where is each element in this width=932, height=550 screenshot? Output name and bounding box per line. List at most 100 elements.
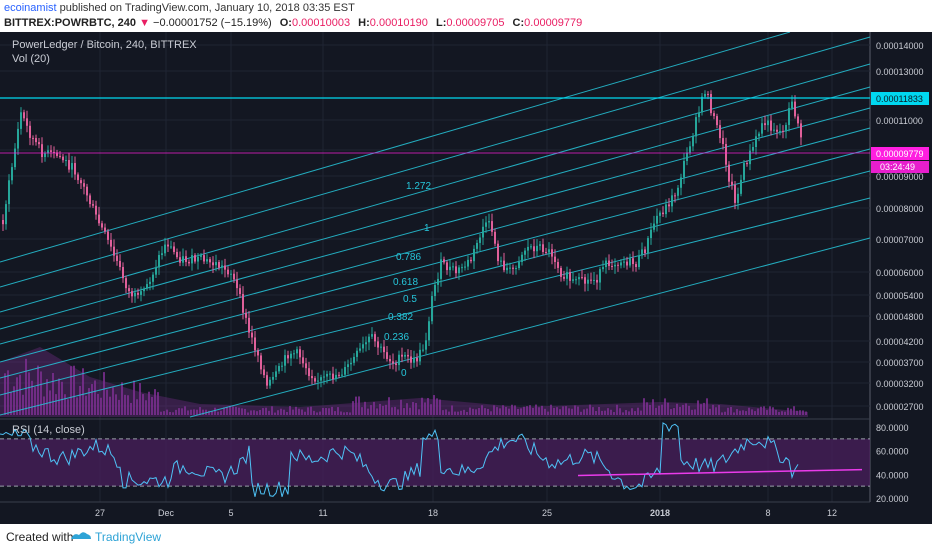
- candle-body: [536, 245, 538, 252]
- candle-body: [14, 148, 16, 168]
- price-axis-label: 0.00005400: [876, 291, 924, 301]
- volume-bar: [127, 395, 129, 415]
- volume-bar: [766, 410, 768, 415]
- candle-body: [41, 144, 43, 158]
- candle-body: [362, 344, 364, 349]
- candle-body: [38, 142, 40, 145]
- volume-bar: [667, 402, 669, 415]
- volume-bar: [10, 392, 12, 415]
- candle-body: [71, 163, 73, 170]
- volume-bar: [301, 409, 303, 415]
- volume-bar: [286, 412, 288, 415]
- volume-bar: [229, 406, 231, 415]
- fib-channel-line: [0, 127, 871, 363]
- chart-area[interactable]: 1.272 1 0.786 0.618 0.5 0.382 0.236 0 0.0001400…: [0, 32, 932, 524]
- volume-bar: [73, 365, 75, 415]
- candle-body: [725, 144, 727, 165]
- volume-bar: [550, 404, 552, 415]
- volume-bar: [679, 406, 681, 415]
- candle-body: [101, 223, 103, 228]
- axes: 0.000140000.000130000.000110000.00010000…: [0, 41, 929, 518]
- candle-body: [731, 181, 733, 185]
- candle-body: [134, 292, 136, 297]
- volume-bar: [532, 408, 534, 415]
- volume-bar: [22, 394, 24, 415]
- volume-bar: [25, 358, 27, 415]
- volume-bar: [430, 404, 432, 415]
- volume-bar: [274, 412, 276, 415]
- candle-body: [530, 246, 532, 248]
- candle-body: [740, 179, 742, 194]
- candle-body: [626, 261, 628, 266]
- candle-body: [209, 259, 211, 263]
- volume-bar: [298, 408, 300, 415]
- last-price-tag: [871, 147, 929, 160]
- volume-bar: [415, 403, 417, 415]
- candle-body: [32, 137, 34, 139]
- volume-bar: [295, 406, 297, 415]
- price-axis-label: 0.00004800: [876, 312, 924, 322]
- created-with-text: Created with: [6, 530, 74, 544]
- volume-bar: [688, 405, 690, 415]
- candle-body: [266, 375, 268, 386]
- volume-bar: [67, 399, 69, 415]
- candle-body: [623, 261, 625, 263]
- chart-canvas[interactable]: 1.272 1 0.786 0.618 0.5 0.382 0.236 0 0.0001400…: [0, 32, 932, 524]
- volume-bar: [748, 407, 750, 415]
- candle-body: [104, 227, 106, 232]
- volume-bar: [589, 404, 591, 415]
- tradingview-logo-icon[interactable]: [70, 529, 92, 543]
- overlay-lines[interactable]: [0, 97, 870, 154]
- author-link[interactable]: ecoinamist: [4, 2, 57, 14]
- time-axis-label: 25: [542, 508, 552, 518]
- volume-bar: [328, 408, 330, 415]
- candle-body: [566, 272, 568, 279]
- candle-body: [98, 214, 100, 224]
- volume-bar: [691, 409, 693, 415]
- volume-bar: [448, 411, 450, 415]
- fib-channel-line: [0, 32, 791, 263]
- candle-body: [461, 267, 463, 269]
- volume-bar: [472, 408, 474, 415]
- candle-body: [758, 133, 760, 137]
- candle-body: [11, 167, 13, 181]
- open-value: 0.00010003: [291, 17, 351, 29]
- candle-body: [479, 237, 481, 243]
- high-label: H:: [358, 17, 370, 29]
- candle-body: [575, 279, 577, 281]
- rsi-axis-label: 80.0000: [876, 423, 909, 433]
- candle-body: [548, 249, 550, 253]
- candle-body: [128, 288, 130, 292]
- volume-bar: [118, 399, 120, 415]
- tradingview-brand[interactable]: TradingView: [95, 530, 162, 544]
- candle-body: [713, 113, 715, 117]
- candle-body: [251, 332, 253, 338]
- volume-bar: [556, 407, 558, 415]
- volume-bar: [91, 384, 93, 415]
- candle-body: [353, 356, 355, 363]
- volume-bar: [115, 394, 117, 415]
- candle-body: [458, 267, 460, 274]
- volume-bar: [454, 411, 456, 415]
- rsi-trendline: [577, 468, 863, 477]
- volume-bar: [427, 398, 429, 415]
- volume-bar: [394, 406, 396, 415]
- volume-bar: [259, 410, 261, 415]
- candle-body: [695, 117, 697, 137]
- volume-bar: [592, 407, 594, 415]
- candle-body: [392, 361, 394, 364]
- volume-bar: [658, 405, 660, 415]
- volume-bar: [265, 407, 267, 415]
- volume-bar: [541, 405, 543, 415]
- candle-body: [641, 249, 643, 256]
- publish-info: ecoinamist published on TradingView.com,…: [4, 2, 355, 14]
- volume-bar: [388, 397, 390, 415]
- candle-body: [455, 266, 457, 274]
- volume-bar: [676, 403, 678, 415]
- candle-body: [551, 249, 553, 257]
- candle-body: [77, 174, 79, 181]
- volume-bar: [739, 410, 741, 415]
- volume-bar: [79, 385, 81, 415]
- candle-body: [95, 205, 97, 215]
- volume-bar: [160, 411, 162, 415]
